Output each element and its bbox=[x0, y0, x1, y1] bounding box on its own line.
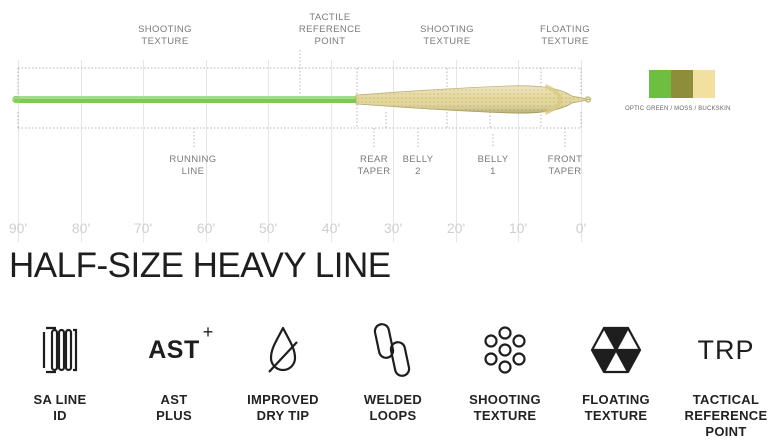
feature-name: FLOATING TEXTURE bbox=[582, 392, 650, 423]
feature-shooting-texture: SHOOTING TEXTURE bbox=[455, 314, 555, 424]
grid-line bbox=[456, 60, 457, 242]
page-title: HALF-SIZE HEAVY LINE bbox=[9, 246, 391, 285]
grid-line bbox=[393, 60, 394, 242]
grid-line bbox=[143, 60, 144, 242]
welded-loops-icon bbox=[373, 323, 411, 377]
ruler-tick: 20' bbox=[446, 220, 466, 236]
label-rear-taper: REAR TAPER bbox=[357, 154, 391, 177]
feature-improved-dry-tip: IMPROVED DRY TIP bbox=[233, 314, 333, 424]
grid-line bbox=[18, 60, 19, 242]
feature-floating-texture: FLOATING TEXTURE bbox=[566, 314, 666, 424]
label-floating-texture: FLOATING TEXTURE bbox=[540, 24, 590, 47]
ast-icon-text: AST bbox=[148, 335, 200, 364]
ruler-tick: 40' bbox=[321, 220, 341, 236]
color-name: OPTIC GREEN / MOSS / BUCKSKIN bbox=[625, 106, 731, 112]
grid-line bbox=[518, 60, 519, 242]
swatch-buckskin bbox=[693, 70, 715, 98]
label-shooting-texture: SHOOTING TEXTURE bbox=[420, 24, 474, 47]
feature-sa-line-id: SA LINE ID bbox=[10, 314, 110, 424]
ruler-tick: 60' bbox=[196, 220, 216, 236]
dry-tip-icon bbox=[268, 326, 298, 373]
feature-name: IMPROVED DRY TIP bbox=[247, 392, 319, 423]
feature-name: SHOOTING TEXTURE bbox=[469, 392, 541, 423]
ast-plus-icon: AST + bbox=[148, 322, 213, 365]
grid-line bbox=[206, 60, 207, 242]
swatch-moss bbox=[671, 70, 693, 98]
ast-icon-plus: + bbox=[202, 321, 214, 342]
floating-texture-icon bbox=[590, 326, 642, 374]
grid-line bbox=[81, 60, 82, 242]
grid-line bbox=[331, 60, 332, 242]
shooting-texture-icon bbox=[484, 326, 526, 374]
feature-tactical-reference-point: TRP TACTICAL REFERENCE POINT bbox=[676, 314, 775, 440]
fly-line-diagram bbox=[12, 50, 592, 148]
feature-welded-loops: WELDED LOOPS bbox=[343, 314, 443, 424]
ruler-tick: 30' bbox=[383, 220, 403, 236]
trp-icon: TRP bbox=[697, 334, 755, 365]
sa-line-id-icon bbox=[42, 326, 78, 374]
feature-name: TACTICAL REFERENCE POINT bbox=[684, 392, 768, 439]
ruler-tick: 70' bbox=[133, 220, 153, 236]
label-tactile-reference-point: TACTILE REFERENCE POINT bbox=[298, 12, 362, 47]
grid-line bbox=[268, 60, 269, 242]
ruler-tick: 50' bbox=[258, 220, 278, 236]
label-front-taper: FRONT TAPER bbox=[547, 154, 583, 177]
label-running-line: RUNNING LINE bbox=[169, 154, 217, 177]
ruler-tick: 10' bbox=[508, 220, 528, 236]
ruler-tick: 0' bbox=[575, 220, 587, 236]
grid-line bbox=[581, 60, 582, 242]
feature-name: AST PLUS bbox=[156, 392, 192, 423]
swatch-optic-green bbox=[649, 70, 671, 98]
label-belly-1: BELLY 1 bbox=[477, 154, 509, 177]
label-belly-2: BELLY 2 bbox=[402, 154, 434, 177]
feature-name: WELDED LOOPS bbox=[363, 392, 423, 423]
ruler-tick: 80' bbox=[71, 220, 91, 236]
label-shooting-texture: SHOOTING TEXTURE bbox=[138, 24, 192, 47]
ruler-tick: 90' bbox=[8, 220, 28, 236]
feature-name: SA LINE ID bbox=[33, 392, 87, 423]
feature-ast-plus: AST + AST PLUS bbox=[124, 314, 224, 424]
